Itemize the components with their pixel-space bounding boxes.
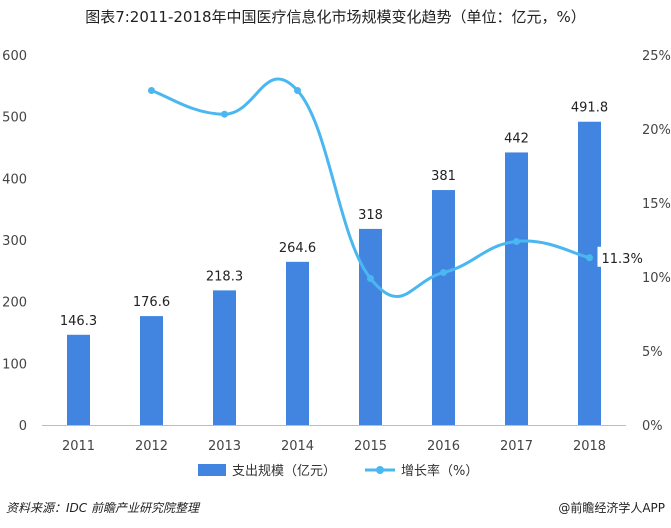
growth-rate-line [151, 77, 590, 299]
bar-value-label: 381 [431, 169, 456, 184]
left-axis-tick-label: 600 [2, 49, 27, 64]
legend-bar-label: 支出规模（亿元） [232, 464, 336, 479]
bar [67, 334, 90, 425]
right-axis: 0% 5% 10% 15% 20% 25% [642, 49, 671, 434]
right-axis-tick-label: 20% [642, 123, 671, 138]
left-axis-tick-label: 400 [2, 172, 27, 187]
bar-value-label: 318 [358, 208, 383, 223]
x-axis-tick-label: 2016 [427, 439, 460, 454]
line-point [367, 274, 374, 282]
bar [359, 228, 382, 425]
left-axis-tick-label: 0 [19, 419, 27, 434]
x-axis-tick-label: 2012 [135, 439, 168, 454]
chart-title: 图表7:2011-2018年中国医疗信息化市场规模变化趋势（单位：亿元，%） [85, 8, 586, 26]
line-label-background [597, 246, 642, 267]
left-axis-tick-label: 100 [2, 357, 27, 372]
bar [213, 290, 236, 425]
x-axis-tick-label: 2017 [500, 439, 533, 454]
left-axis-tick-label: 500 [2, 111, 27, 126]
bar [140, 316, 163, 425]
x-axis-tick-label: 2014 [281, 439, 314, 454]
line-value-label: 11.3% [602, 252, 643, 267]
bar-value-label: 176.6 [133, 295, 170, 310]
x-axis: 2011 2012 2013 2014 2015 2016 2017 2018 [42, 425, 626, 454]
bar-value-label: 491.8 [571, 101, 608, 116]
bar-value-label: 264.6 [279, 241, 316, 256]
bar-data-labels: 146.3 176.6 218.3 264.6 318 381 442 491.8 [60, 101, 608, 329]
right-axis-tick-label: 25% [642, 49, 671, 64]
left-axis-tick-label: 300 [2, 234, 27, 249]
line-point [513, 237, 520, 245]
right-axis-tick-label: 0% [642, 419, 663, 434]
bar [432, 190, 455, 425]
brand-credit: @前瞻经济学人APP [558, 501, 665, 515]
right-axis-tick-label: 10% [642, 271, 671, 286]
left-axis: 0 100 200 300 400 500 600 [2, 49, 27, 434]
line-point [586, 254, 593, 262]
line-point [440, 269, 447, 277]
line-point [221, 110, 228, 118]
bar [286, 261, 309, 425]
legend: 支出规模（亿元） 增长率（%） [198, 463, 478, 479]
line-series: 11.3% [148, 77, 643, 299]
bar-value-label: 218.3 [206, 269, 243, 284]
bar-value-label: 442 [504, 131, 529, 146]
x-axis-tick-label: 2011 [62, 439, 95, 454]
line-point [148, 87, 155, 95]
right-axis-tick-label: 15% [642, 197, 671, 212]
legend-line-marker [376, 466, 384, 474]
bar [505, 152, 528, 425]
bar-series [67, 121, 601, 426]
line-point [294, 87, 301, 95]
left-axis-tick-label: 200 [2, 296, 27, 311]
x-axis-tick-label: 2013 [208, 439, 241, 454]
x-axis-tick-label: 2015 [354, 439, 387, 454]
bar-value-label: 146.3 [60, 314, 97, 329]
right-axis-tick-label: 5% [642, 345, 663, 360]
bar [578, 121, 601, 426]
legend-bar-swatch [198, 464, 226, 476]
x-axis-tick-label: 2018 [573, 439, 606, 454]
legend-line-label: 增长率（%） [401, 463, 478, 479]
source-note: 资料来源：IDC 前瞻产业研究院整理 [6, 501, 199, 515]
